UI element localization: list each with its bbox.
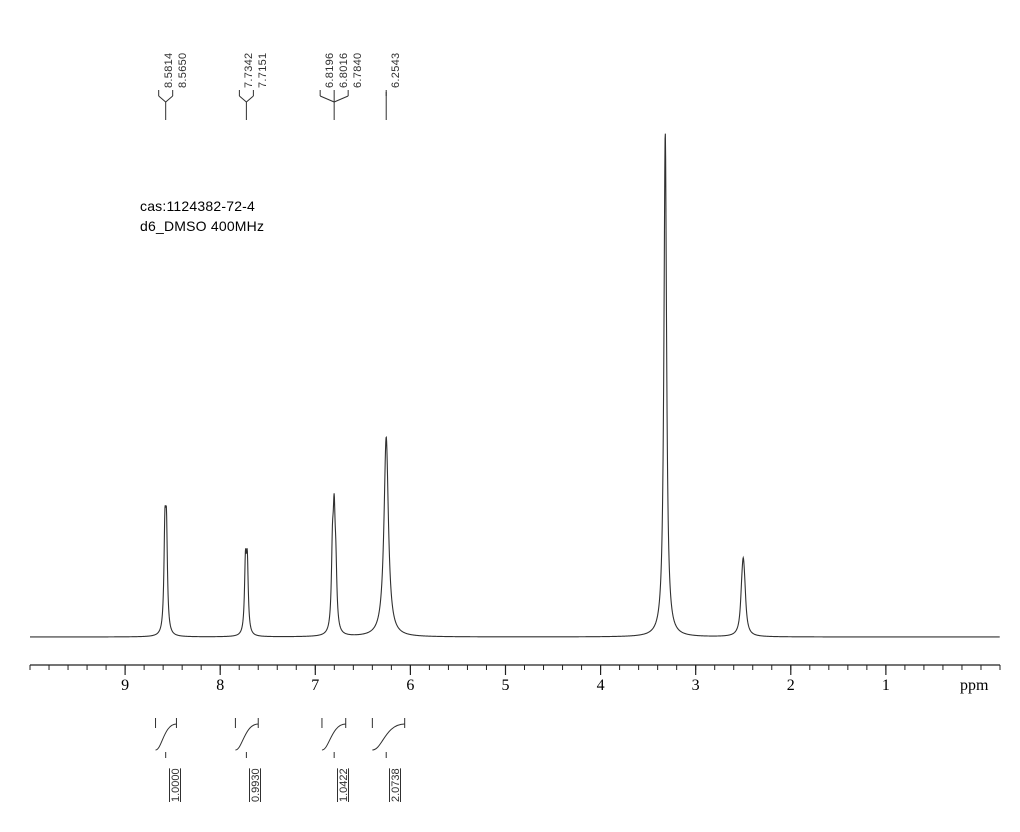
nmr-canvas: cas:1124382-72-4 d6_DMSO 400MHz 8.58148.…: [0, 0, 1020, 832]
integral-value-label: 0.9930: [250, 768, 262, 802]
integral-value-label: 2.0738: [390, 768, 402, 802]
integral-value-label: 1.0000: [170, 768, 182, 802]
integral-value-label: 1.0422: [338, 768, 350, 802]
integral-curves: [0, 0, 1020, 832]
